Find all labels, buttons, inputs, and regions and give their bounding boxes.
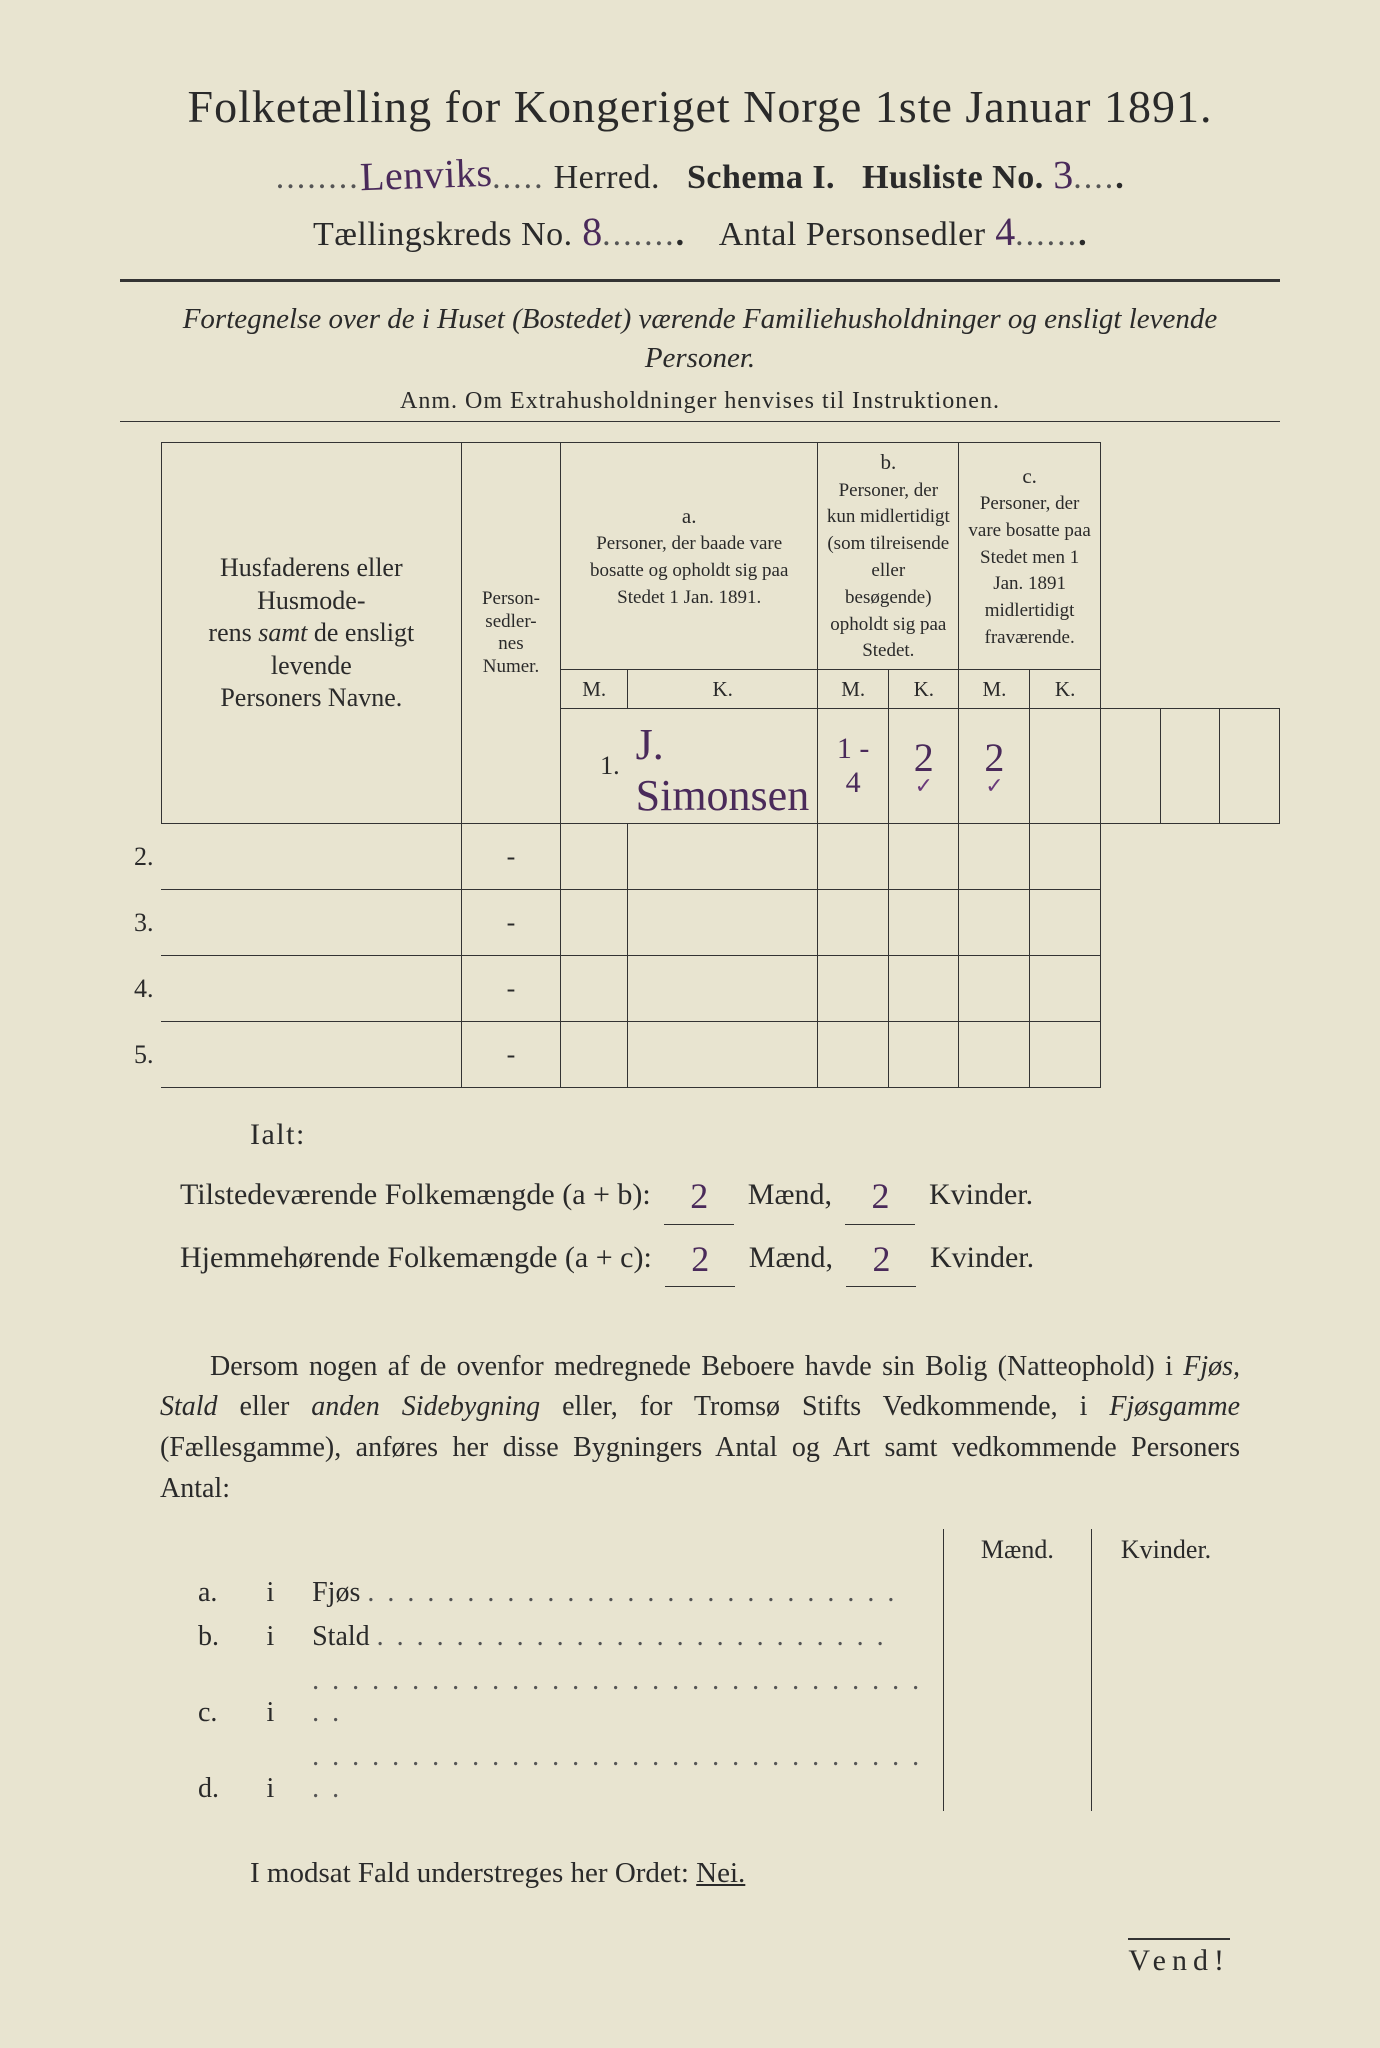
fortegnelse-heading: Fortegnelse over de i Huset (Bostedet) v… (160, 300, 1240, 378)
table-row: 4. - (120, 956, 1280, 1022)
col-numer: Person-sedler-nesNumer. (482, 588, 540, 677)
ab-k: 2 (871, 1176, 889, 1216)
table-row: 3. - (120, 890, 1280, 956)
side-building-table: Mænd. Kvinder. a. i Fjøs . . . . . . . .… (190, 1529, 1240, 1811)
census-form-page: Folketælling for Kongeriget Norge 1ste J… (0, 0, 1380, 2048)
ac-k: 2 (872, 1239, 890, 1279)
table-row: a. i Fjøs . . . . . . . . . . . . . . . … (190, 1571, 1240, 1615)
col-a-label: a. (682, 504, 697, 528)
rule (120, 279, 1280, 282)
row-num: 4. (120, 956, 161, 1022)
table-row: d. i . . . . . . . . . . . . . . . . . .… (190, 1735, 1240, 1811)
row-numer: - (461, 956, 561, 1022)
main-table: Husfaderens eller Husmode-rens samt de e… (120, 442, 1280, 1088)
row-numer: - (461, 890, 561, 956)
kvinder-label: Kvinder. (929, 1178, 1033, 1211)
row-num: 3. (120, 890, 161, 956)
mk-k: K. (1030, 670, 1100, 709)
table-row: c. i . . . . . . . . . . . . . . . . . .… (190, 1659, 1240, 1735)
dersom-paragraph: Dersom nogen af de ovenfor medregnede Be… (160, 1347, 1240, 1509)
tick-mark: ✓ (967, 773, 1021, 799)
hjemme-label: Hjemmehørende Folkemængde (a + c): (180, 1241, 652, 1274)
table-row: 5. - (120, 1022, 1280, 1088)
rule (120, 421, 1280, 422)
side-head-k: Kvinder. (1092, 1529, 1240, 1571)
row-numer: - (461, 824, 561, 890)
main-title: Folketælling for Kongeriget Norge 1ste J… (120, 80, 1280, 133)
vend-label: Vend! (1128, 1938, 1230, 1978)
table-row: b. i Stald . . . . . . . . . . . . . . .… (190, 1615, 1240, 1659)
row-num: 2. (120, 824, 161, 890)
ac-m: 2 (691, 1239, 709, 1279)
antal-value: 4 (994, 208, 1016, 256)
mk-m: M. (561, 670, 628, 709)
herred-value: Lenviks (359, 149, 493, 201)
ab-m: 2 (690, 1176, 708, 1216)
mk-k: K. (628, 670, 818, 709)
header-line-2: ........Lenviks..... Herred. Schema I. H… (120, 151, 1280, 198)
nei-word: Nei. (696, 1857, 745, 1889)
mk-m: M. (818, 670, 889, 709)
row-num: 5. (120, 1022, 161, 1088)
husliste-no: 3 (1052, 151, 1074, 199)
schema-label: Schema I. (687, 159, 835, 196)
totals-block: Tilstedeværende Folkemængde (a + b): 2 M… (180, 1162, 1280, 1286)
modsat-line: I modsat Fald understreges her Ordet: Ne… (250, 1857, 1280, 1890)
mk-m: M. (959, 670, 1030, 709)
tilstede-label: Tilstedeværende Folkemængde (a + b): (180, 1178, 651, 1211)
maend-label: Mænd, (749, 1241, 833, 1274)
row-name: J. Simonsen (636, 720, 810, 820)
col-names: Husfaderens eller Husmode-rens samt de e… (208, 553, 414, 712)
row-numer: - (461, 1022, 561, 1088)
husliste-label: Husliste No. (862, 159, 1044, 196)
side-head-m: Mænd. (943, 1529, 1091, 1571)
row-num: 1. (561, 709, 628, 824)
kreds-no: 8 (581, 208, 603, 256)
mk-k: K. (889, 670, 959, 709)
anm-note: Anm. Om Extrahusholdninger henvises til … (120, 388, 1280, 415)
col-c-label: c. (1022, 464, 1037, 488)
header-block: Folketælling for Kongeriget Norge 1ste J… (120, 80, 1280, 255)
col-b: Personer, der kun midlertidigt (som tilr… (827, 480, 950, 662)
kvinder-label: Kvinder. (930, 1241, 1034, 1274)
row-numer: 1 - 4 (826, 732, 880, 800)
col-c: Personer, der vare bosatte paa Stedet me… (968, 493, 1090, 648)
table-row: 2. - (120, 824, 1280, 890)
col-a: Personer, der baade vare bosatte og opho… (590, 533, 788, 608)
maend-label: Mænd, (748, 1178, 832, 1211)
tick-mark: ✓ (897, 773, 950, 799)
herred-label: Herred. (554, 159, 660, 196)
ialt-label: Ialt: (250, 1118, 1280, 1152)
col-b-label: b. (880, 450, 896, 474)
header-line-3: Tællingskreds No. 8........ Antal Person… (120, 208, 1280, 255)
kreds-label: Tællingskreds No. (313, 216, 573, 253)
antal-label: Antal Personsedler (719, 216, 986, 253)
